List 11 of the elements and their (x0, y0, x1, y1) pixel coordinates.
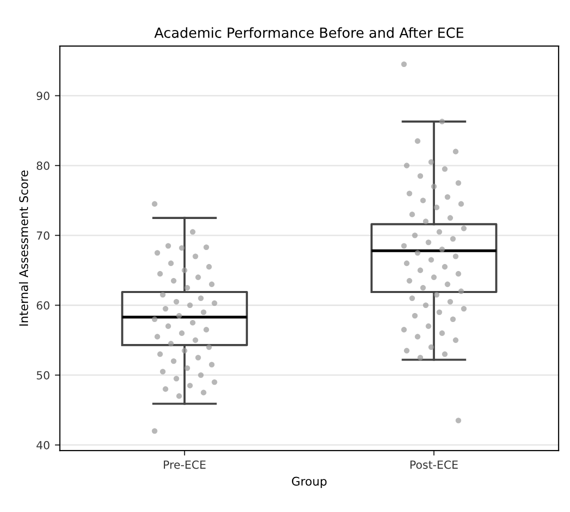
y-tick-label: 80 (36, 162, 50, 170)
y-tick-label: 70 (36, 231, 50, 240)
y-tick-label: 90 (36, 92, 50, 100)
y-axis-title: Internal Assessment Score (19, 170, 28, 326)
y-tick-label: 40 (36, 440, 50, 450)
chart-title: Academic Performance Before and After ECE (154, 27, 464, 38)
x-tick-label: Pre-ECE (164, 460, 206, 469)
y-tick-label: 60 (36, 301, 50, 310)
y-tick-label: 50 (36, 371, 50, 380)
x-axis-title: Group (292, 476, 327, 488)
x-tick-label: Post-ECE (410, 460, 458, 469)
